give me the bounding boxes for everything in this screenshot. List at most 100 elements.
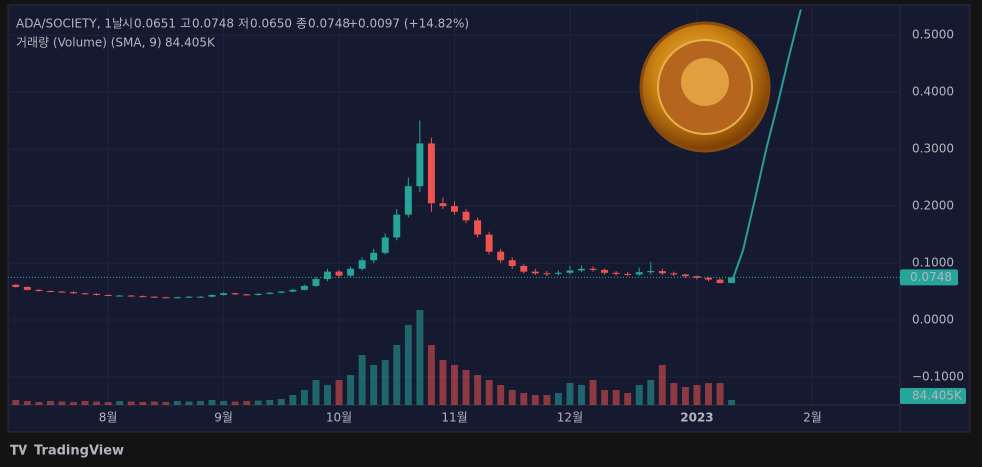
ohlc-value: 0.0650 bbox=[250, 17, 292, 31]
candle-body bbox=[358, 260, 366, 269]
candle-body bbox=[716, 279, 724, 284]
candle-body bbox=[81, 293, 89, 295]
candle-body bbox=[23, 287, 31, 290]
volume-bar bbox=[658, 365, 666, 405]
x-tick-label: 2월 bbox=[803, 411, 822, 425]
chart-pane bbox=[7, 4, 971, 433]
volume-bar bbox=[254, 400, 262, 405]
volume-bar bbox=[566, 383, 574, 405]
candle-body bbox=[670, 273, 678, 275]
volume-bar bbox=[693, 385, 701, 405]
volume-bar bbox=[23, 401, 31, 405]
volume-bar bbox=[624, 393, 632, 405]
volume-bar bbox=[150, 401, 158, 405]
candle-body bbox=[116, 295, 124, 297]
price-label: 0.0748 bbox=[910, 270, 952, 284]
candle-body bbox=[705, 277, 712, 280]
ohlc-name: 시 bbox=[122, 17, 133, 31]
candle-body bbox=[335, 271, 343, 276]
logo: 𝐓𝐕 bbox=[10, 444, 27, 459]
x-tick-label: 9월 bbox=[214, 411, 233, 425]
volume-bar bbox=[335, 380, 343, 405]
volume-bar bbox=[427, 345, 435, 405]
candle-body bbox=[173, 297, 181, 299]
volume-bar bbox=[393, 345, 401, 405]
candle-body bbox=[624, 273, 632, 275]
candle-body bbox=[197, 296, 204, 298]
volume-label-box bbox=[900, 388, 966, 404]
y-tick-label: −0.1000 bbox=[912, 370, 964, 384]
candle-body bbox=[58, 291, 66, 293]
volume-bar bbox=[647, 380, 655, 405]
candle-body bbox=[35, 289, 43, 291]
volume-bar bbox=[243, 401, 251, 405]
volume-bar bbox=[635, 385, 643, 405]
candle-body bbox=[566, 270, 574, 273]
x-tick-label: 2023 bbox=[680, 411, 713, 425]
candle-body bbox=[162, 297, 170, 299]
volume-bar bbox=[162, 402, 170, 405]
volume-bar bbox=[127, 401, 135, 405]
volume-bar bbox=[670, 383, 678, 405]
candle-body bbox=[520, 265, 528, 272]
ohlc-name: 저 bbox=[238, 17, 249, 31]
candle-body bbox=[693, 276, 701, 278]
candle-body bbox=[104, 294, 112, 296]
volume-label: 84.405K bbox=[912, 389, 963, 403]
candle-body bbox=[531, 271, 539, 274]
y-tick-label: 0.1000 bbox=[912, 256, 954, 270]
candle-body bbox=[312, 279, 320, 286]
volume-bar bbox=[81, 401, 89, 405]
volume-bar bbox=[358, 355, 366, 405]
candle-body bbox=[220, 293, 228, 295]
volume-bar bbox=[312, 380, 320, 405]
y-tick-label: 0.2000 bbox=[912, 199, 954, 213]
volume-bar bbox=[681, 387, 689, 405]
ohlc-value: 0.0651 bbox=[134, 17, 176, 31]
volume-bar bbox=[370, 365, 378, 405]
candle-body bbox=[647, 271, 655, 273]
volume-bar bbox=[70, 402, 77, 405]
x-tick-label: 8월 bbox=[99, 411, 118, 425]
volume-bar bbox=[58, 401, 66, 405]
ohlc-value: 0.0748 bbox=[308, 17, 350, 31]
candle-body bbox=[612, 272, 620, 274]
volume-bar bbox=[35, 402, 43, 405]
ohlc-value: 0.0748 bbox=[192, 17, 234, 31]
candle-body bbox=[681, 274, 689, 277]
volume-bar bbox=[289, 395, 297, 405]
volume-bar bbox=[12, 400, 20, 405]
candle-body bbox=[462, 211, 470, 221]
candle-body bbox=[508, 260, 516, 266]
volume-sma: 84.405K bbox=[165, 36, 216, 50]
volume-bar bbox=[93, 401, 101, 405]
volume-bar bbox=[173, 401, 181, 405]
volume-bar bbox=[543, 395, 551, 405]
candle-body bbox=[208, 294, 216, 297]
volume-bar bbox=[485, 380, 493, 405]
candle-body bbox=[139, 296, 147, 298]
volume-bar bbox=[404, 325, 412, 405]
volume-bar bbox=[531, 395, 539, 405]
candle-body bbox=[70, 292, 77, 294]
candle-body bbox=[578, 268, 585, 271]
coin-image bbox=[639, 21, 771, 153]
candle-body bbox=[93, 293, 101, 295]
volume-bar bbox=[508, 390, 516, 405]
plot bbox=[12, 9, 802, 405]
candle-body bbox=[300, 285, 308, 290]
volume-bar bbox=[520, 393, 528, 405]
volume-bar bbox=[612, 390, 620, 405]
candle-body bbox=[46, 290, 54, 292]
candle-body bbox=[185, 296, 193, 298]
y-tick-label: 0.3000 bbox=[912, 142, 954, 156]
y-tick-label: 0.0000 bbox=[912, 313, 954, 327]
volume-bar bbox=[439, 360, 447, 405]
volume-bar bbox=[728, 400, 736, 405]
volume-bar bbox=[300, 390, 308, 405]
trend-line bbox=[730, 9, 802, 283]
volume-bar bbox=[197, 401, 204, 405]
volume-bar bbox=[104, 402, 112, 405]
candle-body bbox=[485, 234, 493, 252]
